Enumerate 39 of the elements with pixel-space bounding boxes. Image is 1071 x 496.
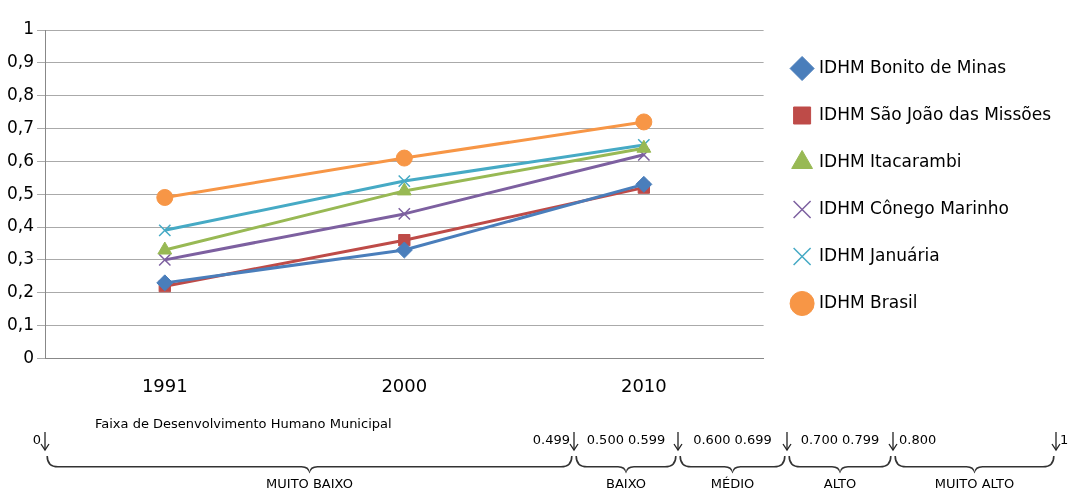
y-tick-label: 1 — [23, 18, 35, 39]
legend-label: IDHM Cônego Marinho — [819, 197, 1009, 218]
text: BAIXO — [606, 476, 646, 491]
y-tick-label: 0,1 — [6, 313, 35, 334]
point — [157, 241, 173, 255]
y-tick-label: 0,7 — [6, 116, 35, 137]
x-tick-label: 2010 — [620, 374, 667, 396]
point — [395, 149, 413, 167]
legend-label: IDHM Januária — [819, 244, 940, 265]
y-tick-label: 0,3 — [6, 248, 35, 269]
text: ALTO — [823, 476, 857, 491]
point — [158, 223, 172, 237]
y-tick-label: 0,8 — [6, 84, 35, 105]
y-tick-label: 0,5 — [6, 182, 35, 203]
point — [635, 113, 653, 131]
legend-label: IDHM Bonito de Minas — [819, 56, 1007, 77]
point — [397, 174, 411, 188]
point — [395, 241, 413, 259]
legend-label: IDHM São João das Missões — [819, 103, 1052, 124]
text: MUITO BAIXO — [266, 476, 353, 491]
point — [635, 175, 653, 193]
y-tick-label: 0,6 — [6, 149, 35, 170]
text: MÉDIO — [710, 476, 755, 491]
point — [396, 182, 412, 196]
y-tick-label: 0 — [23, 346, 35, 367]
y-tick-label: 0,2 — [6, 281, 35, 302]
text: 1 — [1060, 432, 1069, 447]
point — [397, 207, 411, 221]
text: MUITO ALTO — [934, 476, 1015, 491]
y-tick-label: 0,9 — [6, 51, 35, 72]
point — [158, 253, 172, 267]
x-tick-label: 2000 — [381, 374, 428, 396]
y-tick-label: 0,4 — [6, 215, 35, 236]
legend-label: IDHM Itacarambi — [819, 150, 962, 171]
text: Faixa de Desenvolvimento Humano Municipal — [95, 416, 392, 431]
point — [156, 188, 174, 206]
legend-label: IDHM Brasil — [819, 291, 918, 312]
x-tick-label: 1991 — [141, 374, 188, 396]
point — [156, 274, 174, 292]
